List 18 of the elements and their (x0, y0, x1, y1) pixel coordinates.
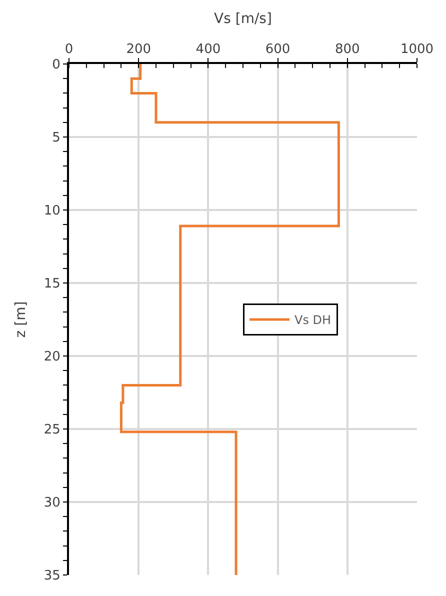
y-axis-title: z [m] (12, 301, 29, 338)
x-tick-label: 0 (64, 42, 74, 57)
y-tick-label: 5 (52, 130, 60, 146)
x-tick-label: 200 (126, 42, 152, 57)
y-tick-label: 35 (44, 568, 60, 584)
x-axis-title: Vs [m/s] (214, 10, 272, 27)
x-tick-label: 600 (265, 42, 290, 57)
line-series (120, 64, 340, 575)
legend-label: Vs DH (294, 313, 332, 328)
x-tick-label: 800 (334, 42, 360, 57)
y-tick-label: 10 (44, 204, 60, 219)
y-tick-label: 25 (44, 422, 60, 438)
y-tick-label: 30 (44, 496, 60, 511)
x-tick-label: 1000 (400, 42, 434, 57)
x-tick-label: 400 (196, 42, 221, 57)
y-tick-label: 15 (44, 276, 60, 292)
y-tick-label: 0 (52, 58, 60, 73)
y-tick-label: 20 (44, 350, 60, 365)
